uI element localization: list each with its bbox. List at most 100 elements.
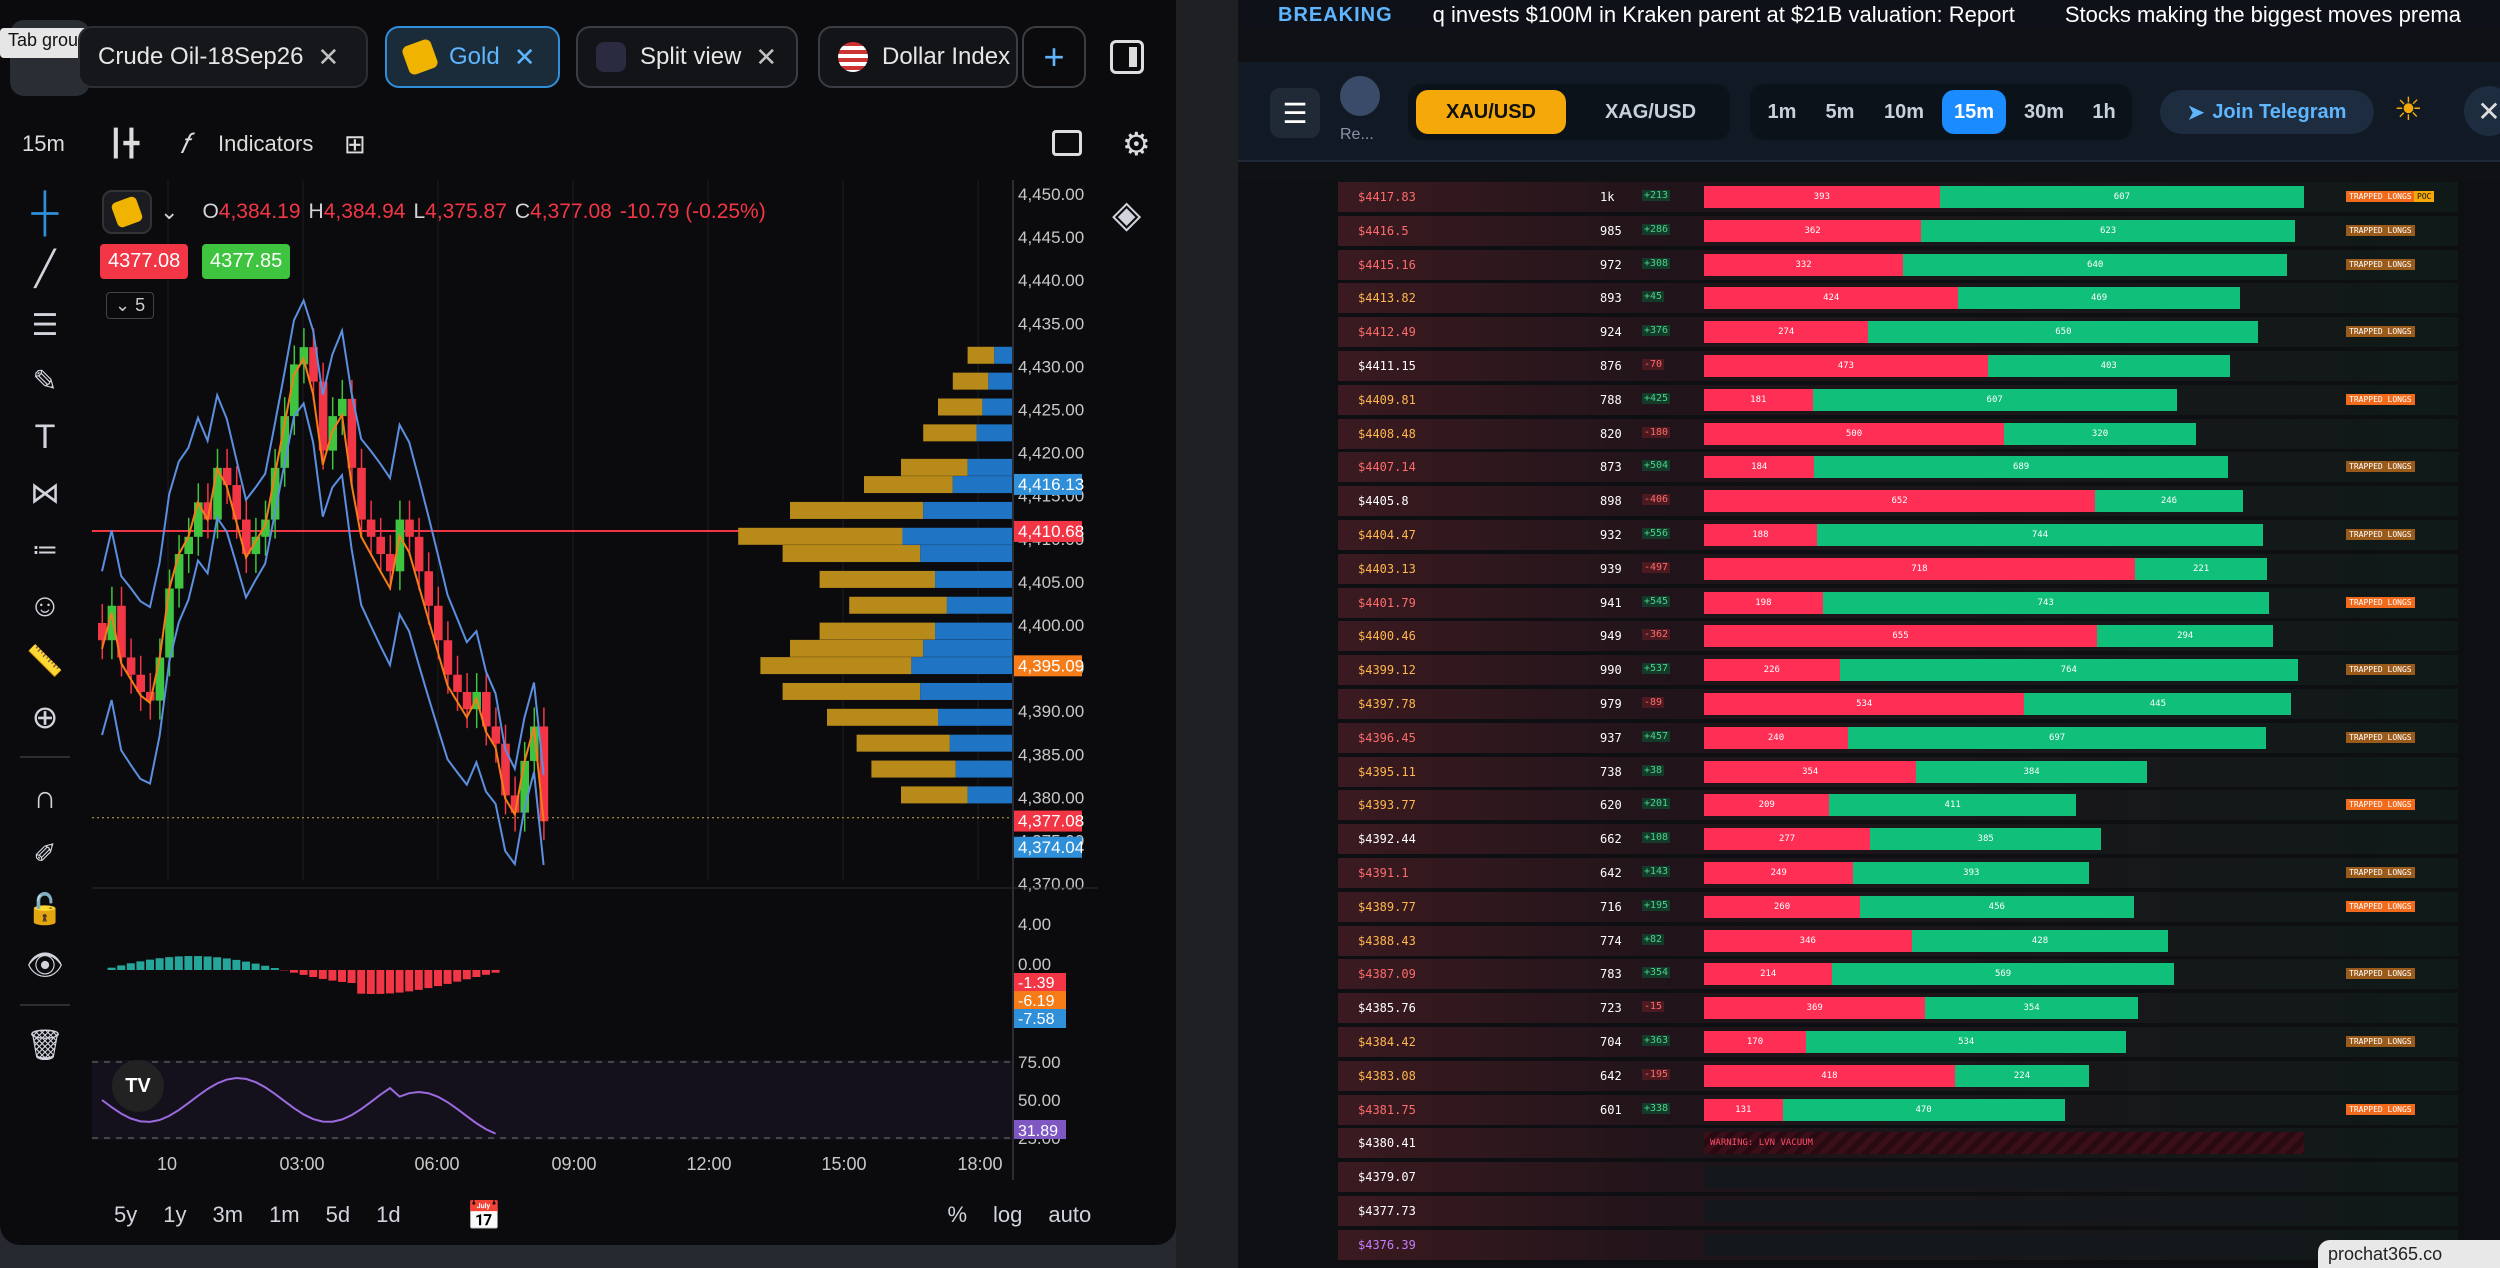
trash-icon[interactable]: 🗑	[25, 1028, 65, 1062]
text-tool-icon[interactable]: T	[34, 417, 56, 456]
heatmap-row[interactable]: $4411.15 876 -70 473 403	[1338, 351, 2458, 381]
settings-gear-icon[interactable]: ⚙	[1122, 126, 1151, 162]
chart-pane[interactable]: 4,450.00 4,445.00 4,440.00 4,435.00 4,430.00…	[92, 180, 1141, 1180]
heatmap-row[interactable]: $4408.48 820 -180 500 320	[1338, 418, 2458, 449]
pair-xagusd[interactable]: XAG/USD	[1578, 90, 1723, 134]
range-5d[interactable]: 5d	[325, 1202, 351, 1227]
heatmap-row[interactable]: $4376.39	[1338, 1229, 2458, 1260]
brush-icon[interactable]: ✎	[32, 364, 58, 398]
heatmap-row[interactable]: $4379.07	[1338, 1162, 2458, 1193]
heatmap-row[interactable]: $4387.09 783 +354 214 569 TRAPPED LONGS	[1338, 959, 2458, 990]
heatmap-row[interactable]: $4416.5 985 +286 362 623 TRAPPED LONGS	[1338, 215, 2458, 246]
menu-icon[interactable]: ☰	[1270, 88, 1320, 138]
range-1y[interactable]: 1y	[163, 1202, 187, 1227]
tradingview-logo-icon[interactable]: TV	[112, 1060, 164, 1112]
row-volume: 1k	[1600, 190, 1615, 204]
percent-toggle[interactable]: %	[947, 1202, 968, 1227]
buy-price-button[interactable]: 4377.85	[202, 244, 291, 279]
heatmap-row[interactable]: $4384.42 704 +363 170 534 TRAPPED LONGS	[1338, 1027, 2458, 1057]
heatmap-row[interactable]: $4377.73	[1338, 1196, 2458, 1226]
pattern-icon[interactable]: ⋈	[30, 476, 60, 510]
row-delta: +38	[1642, 764, 1665, 776]
heatmap-row[interactable]: $4389.77 716 +195 260 456 TRAPPED LONGS	[1338, 891, 2458, 922]
interval-button[interactable]: 15m	[22, 131, 65, 156]
range-1m[interactable]: 1m	[269, 1202, 300, 1227]
lock-drawing-icon[interactable]: ✐	[33, 837, 57, 869]
chevron-down-icon[interactable]: ⌄	[160, 199, 179, 224]
sun-icon[interactable]: ☀	[2394, 91, 2423, 127]
heatmap-row[interactable]: $4405.8 898 -406 652 246	[1338, 486, 2458, 517]
footer-chip[interactable]: prochat365.co	[2318, 1240, 2500, 1268]
new-tab-button[interactable]: +	[1022, 26, 1086, 88]
heatmap-row[interactable]: $4393.77 620 +201 209 411 TRAPPED LONGS	[1338, 790, 2458, 821]
fullscreen-icon[interactable]	[1052, 130, 1082, 156]
layouts-icon[interactable]: ⊞	[344, 128, 366, 159]
heatmap-row[interactable]: $4381.75 601 +338 131 470 TRAPPED LONGS	[1338, 1094, 2458, 1125]
heatmap-row[interactable]: $4392.44 662 +108 277 385	[1338, 824, 2458, 855]
fib-lines-icon[interactable]: ☰	[31, 308, 59, 342]
range-1d[interactable]: 1d	[376, 1202, 401, 1227]
heatmap-row[interactable]: $4413.82 893 +45 424 469	[1338, 283, 2458, 314]
close-icon[interactable]: ✕	[755, 41, 778, 72]
close-icon[interactable]: ✕	[513, 41, 536, 72]
tf-15m[interactable]: 15m	[1942, 90, 2006, 134]
heatmap-row[interactable]: $4399.12 990 +537 226 764 TRAPPED LONGS	[1338, 655, 2458, 686]
news-ticker[interactable]: BREAKING q invests $100M in Kraken paren…	[1238, 0, 2500, 30]
heatmap-row[interactable]: $4395.11 738 +38 354 384	[1338, 756, 2458, 787]
avatar[interactable]	[1340, 76, 1380, 116]
trend-line-icon[interactable]: ╱	[34, 250, 56, 288]
pair-xauusd[interactable]: XAU/USD	[1416, 90, 1566, 134]
heatmap-row[interactable]: $4380.41 WARNING: LVN VACUUM	[1338, 1128, 2458, 1159]
tab-dollar-index[interactable]: Dollar Index	[818, 26, 1018, 88]
heatmap-row[interactable]: $4412.49 924 +376 274 650 TRAPPED LONGS	[1338, 317, 2458, 348]
heatmap-row[interactable]: $4388.43 774 +82 346 428	[1338, 925, 2458, 956]
ruler-icon[interactable]: 📏	[26, 644, 64, 678]
tf-1h[interactable]: 1h	[2092, 100, 2116, 123]
heatmap-row[interactable]: $4383.08 642 -195 418 224	[1338, 1060, 2458, 1091]
magnet-icon[interactable]: ∩	[33, 778, 57, 815]
heatmap-row[interactable]: $4403.13 939 -497 718 221	[1338, 553, 2458, 584]
log-toggle[interactable]: log	[993, 1202, 1023, 1227]
unlock-icon[interactable]: 🔓	[26, 892, 64, 926]
tf-5m[interactable]: 5m	[1825, 100, 1855, 123]
tab-crude-oil[interactable]: Crude Oil-18Sep26 ✕	[78, 26, 368, 88]
tf-30m[interactable]: 30m	[2023, 100, 2065, 123]
heatmap-row[interactable]: $4409.81 788 +425 181 607 TRAPPED LONGS	[1338, 384, 2458, 415]
close-icon[interactable]: ✕	[2464, 86, 2500, 136]
heatmap-row[interactable]: $4396.45 937 +457 240 697 TRAPPED LONGS	[1338, 722, 2458, 753]
candles-icon[interactable]: ┃╋	[108, 128, 140, 158]
close-icon[interactable]: ✕	[317, 41, 340, 72]
range-5y[interactable]: 5y	[114, 1202, 138, 1227]
indicators-collapse[interactable]: ⌄ 5	[106, 292, 155, 319]
crosshair-icon[interactable]: ┼	[31, 191, 59, 234]
emoji-icon[interactable]: ☺	[28, 586, 62, 623]
heatmap-row[interactable]: $4407.14 873 +504 184 689 TRAPPED LONGS	[1338, 452, 2458, 483]
layers-icon[interactable]: ◈	[1112, 194, 1142, 236]
auto-toggle[interactable]: auto	[1048, 1202, 1092, 1227]
tf-10m[interactable]: 10m	[1883, 100, 1925, 123]
symbol-button[interactable]	[102, 190, 152, 234]
range-3m[interactable]: 3m	[212, 1202, 244, 1227]
ticker-headline-1[interactable]: q invests $100M in Kraken parent at $21B…	[1432, 2, 2015, 27]
tab-gold[interactable]: Gold ✕	[385, 26, 560, 88]
heatmap-row[interactable]: $4397.78 979 -89 534 445	[1338, 689, 2458, 719]
heatmap-row[interactable]: $4391.1 642 +143 249 393 TRAPPED LONGS	[1338, 858, 2458, 888]
forecast-icon[interactable]: ≔	[32, 533, 58, 564]
tab-split-view[interactable]: Split view ✕	[576, 26, 798, 88]
join-telegram-button[interactable]: ➤ Join Telegram	[2160, 90, 2374, 134]
heatmap-row[interactable]: $4400.46 949 -362 655 294	[1338, 621, 2458, 652]
sidebar-toggle-icon[interactable]	[1110, 40, 1144, 74]
ticker-headline-2[interactable]: Stocks making the biggest moves prema	[2064, 2, 2461, 27]
split-divider[interactable]	[1176, 0, 1238, 1268]
heatmap-row[interactable]: $4415.16 972 +308 332 640 TRAPPED LONGS	[1338, 249, 2458, 280]
heatmap-row[interactable]: $4401.79 941 +545 198 743 TRAPPED LONGS	[1338, 587, 2458, 618]
indicators-button[interactable]: Indicators	[218, 131, 314, 156]
tf-1m[interactable]: 1m	[1767, 100, 1797, 123]
heatmap-row[interactable]: $4385.76 723 -15 369 354	[1338, 993, 2458, 1024]
heatmap-row[interactable]: $4417.83 1k +213 393 607 TRAPPED LONGS POC	[1338, 182, 2458, 212]
heatmap-row[interactable]: $4404.47 932 +556 188 744 TRAPPED LONGS	[1338, 520, 2458, 550]
eye-icon[interactable]: 👁	[25, 948, 65, 982]
zoom-in-icon[interactable]: ⊕	[31, 699, 59, 735]
sell-price-button[interactable]: 4377.08	[100, 244, 189, 279]
date-range-icon[interactable]: 📅	[466, 1199, 502, 1231]
